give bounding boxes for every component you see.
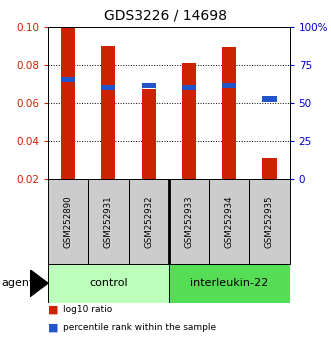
Text: GSM252890: GSM252890 bbox=[64, 195, 72, 247]
Bar bbox=[169, 264, 290, 303]
Text: ■: ■ bbox=[48, 322, 59, 332]
Text: log10 ratio: log10 ratio bbox=[63, 305, 112, 314]
Bar bbox=[249, 179, 290, 264]
Text: GDS3226 / 14698: GDS3226 / 14698 bbox=[104, 9, 227, 23]
Bar bbox=[142, 83, 156, 88]
Bar bbox=[48, 179, 88, 264]
Bar bbox=[182, 85, 196, 90]
Text: GSM252932: GSM252932 bbox=[144, 195, 153, 247]
Bar bbox=[128, 179, 169, 264]
Text: GSM252933: GSM252933 bbox=[184, 195, 193, 247]
Text: interleukin-22: interleukin-22 bbox=[190, 278, 268, 288]
Bar bbox=[262, 96, 276, 102]
Bar bbox=[262, 158, 276, 179]
Bar bbox=[48, 264, 169, 303]
Bar bbox=[222, 47, 236, 179]
Bar bbox=[142, 89, 156, 179]
Text: ■: ■ bbox=[48, 305, 59, 315]
Text: agent: agent bbox=[2, 278, 34, 288]
Bar bbox=[88, 179, 128, 264]
Bar bbox=[101, 46, 116, 179]
Text: percentile rank within the sample: percentile rank within the sample bbox=[63, 323, 216, 332]
Bar bbox=[222, 83, 236, 88]
Bar bbox=[101, 85, 116, 90]
Text: control: control bbox=[89, 278, 128, 288]
Bar bbox=[61, 77, 75, 82]
Text: GSM252935: GSM252935 bbox=[265, 195, 274, 247]
Text: GSM252931: GSM252931 bbox=[104, 195, 113, 247]
Polygon shape bbox=[30, 270, 48, 297]
Bar bbox=[169, 179, 209, 264]
Text: GSM252934: GSM252934 bbox=[225, 195, 234, 247]
Bar bbox=[209, 179, 249, 264]
Bar bbox=[61, 27, 75, 179]
Bar bbox=[182, 63, 196, 179]
